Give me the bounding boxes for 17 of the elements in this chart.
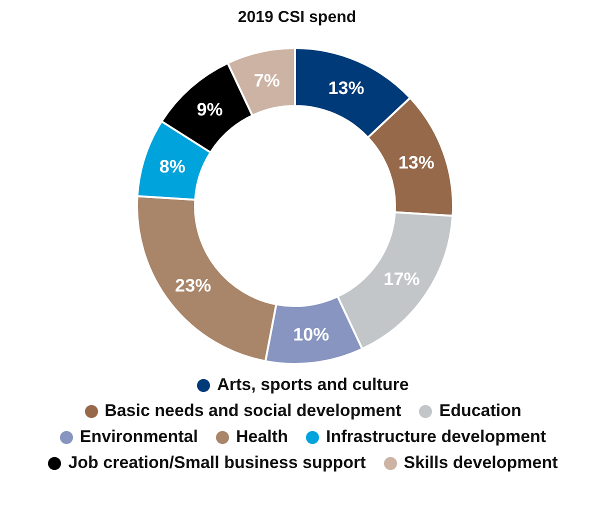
data-label: 23% [175,275,212,296]
legend-label: Education [439,401,522,421]
legend-label: Infrastructure development [326,427,546,447]
legend-label: Job creation/Small business support [68,453,366,473]
legend-label: Environmental [80,427,198,447]
legend-label: Basic needs and social development [104,401,402,421]
data-label: 9% [196,100,223,120]
legend-label: Health [236,427,288,447]
chart-title: 2019 CSI spend [238,9,356,26]
data-label: 17% [384,268,420,289]
legend-label: Skills development [404,453,558,473]
data-label: 10% [293,324,330,344]
data-label: 13% [398,152,434,173]
data-label: 13% [328,78,364,98]
data-label: 7% [254,70,280,90]
legend-label: Arts, sports and culture [217,375,409,395]
data-label: 8% [159,156,186,176]
